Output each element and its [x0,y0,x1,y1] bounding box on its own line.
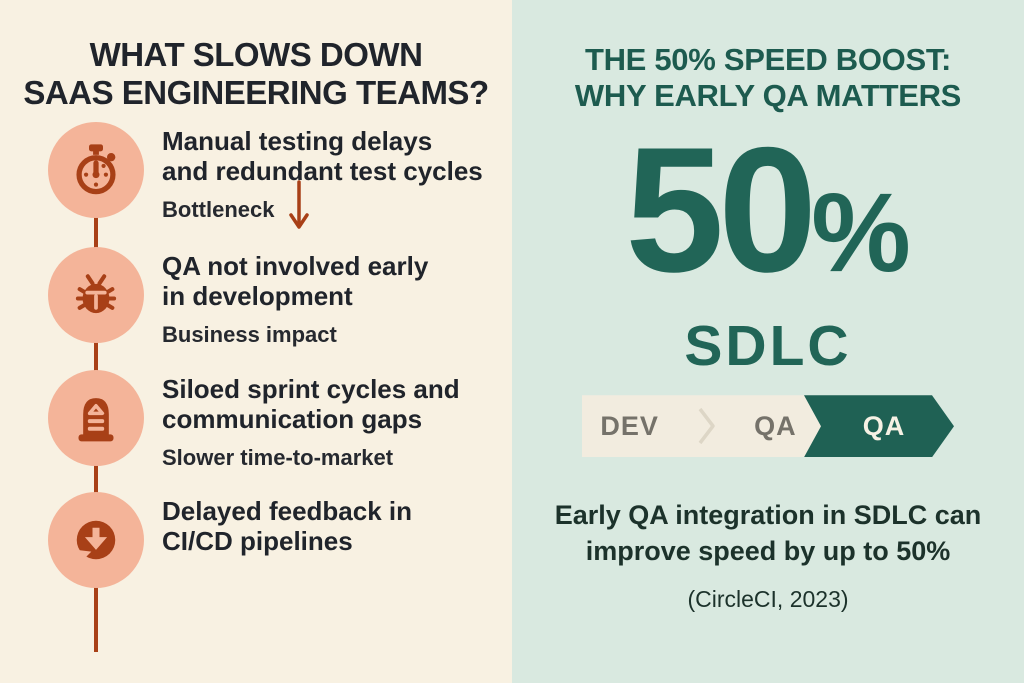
description-line1: Early QA integration in SDLC can [554,500,982,531]
right-title-line1: THE 50% SPEED BOOST: [584,42,952,77]
right-panel: THE 50% SPEED BOOST: WHY EARLY QA MATTER… [512,0,1024,683]
left-panel-title: WHAT SLOWS DOWN SAAS ENGINEERING TEAMS? [10,36,502,112]
left-title-line1: WHAT SLOWS DOWN [89,36,423,73]
item-sublabel: Bottleneck [162,197,275,222]
timeline-item-text: Manual testing delays and redundant test… [162,122,492,229]
flow-segment-qa-highlight: QA [804,395,954,457]
description: Early QA integration in SDLC can improve… [522,497,1014,569]
timeline-item: Siloed sprint cycles and communication g… [48,370,492,471]
flow-stage-dev: DEV [600,410,659,441]
down-arrow-icon [289,180,309,229]
timeline-item-text: QA not involved early in development Bus… [162,247,492,348]
sdlc-label: SDLC [684,314,852,379]
timeline-item: QA not involved early in development Bus… [48,247,492,348]
left-title-line2: SAAS ENGINEERING TEAMS? [23,74,489,111]
big-stat-50-percent: 50% [512,121,1024,299]
flow-stage-qa: QA [754,410,797,441]
timeline-item-text: Siloed sprint cycles and communication g… [162,370,492,471]
flow-segment-dev-qa: DEV QA [582,395,821,457]
citation: (CircleCI, 2023) [687,586,849,613]
sdlc-flow-bar: DEV QA QA [582,395,954,457]
right-title-line2: WHY EARLY QA MATTERS [574,78,962,113]
flow-stage-qa-highlight: QA [862,410,906,441]
timeline-item: Delayed feedback in CI/CD pipelines [48,492,492,588]
silo-icon [48,370,144,466]
stopwatch-icon [48,122,144,218]
timeline-item: Manual testing delays and redundant test… [48,122,492,229]
item-title: Siloed sprint cycles and communication g… [162,374,460,434]
item-title: QA not involved early in development [162,251,429,311]
item-title: Delayed feedback in CI/CD pipelines [162,496,412,556]
item-title: Manual testing delays and redundant test… [162,126,483,186]
item-sublabel: Business impact [162,322,337,347]
bug-icon [48,247,144,343]
timeline: Manual testing delays and redundant test… [0,122,512,652]
item-sublabel: Slower time-to-market [162,445,394,470]
chevron-right-icon [696,405,718,447]
big-stat-digits: 50 [625,110,817,309]
feedback-loop-icon [48,492,144,588]
left-panel: WHAT SLOWS DOWN SAAS ENGINEERING TEAMS? [0,0,512,683]
big-stat-percent-sign: % [811,170,911,295]
description-line2: improve speed by up to 50% [585,536,951,567]
timeline-item-text: Delayed feedback in CI/CD pipelines [162,492,492,556]
right-panel-title: THE 50% SPEED BOOST: WHY EARLY QA MATTER… [522,42,1014,114]
